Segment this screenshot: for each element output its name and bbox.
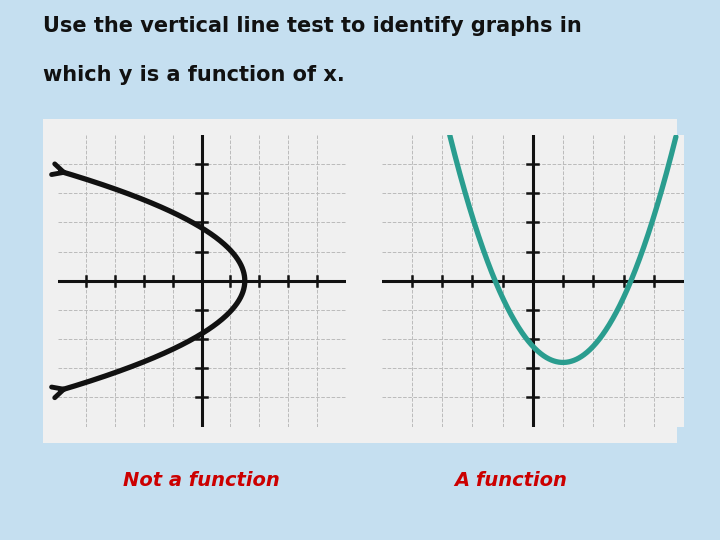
Text: A function: A function (455, 471, 567, 490)
Text: Use the vertical line test to identify graphs in: Use the vertical line test to identify g… (43, 16, 582, 36)
Text: which y is a function of x.: which y is a function of x. (43, 65, 345, 85)
Text: Not a function: Not a function (123, 471, 280, 490)
